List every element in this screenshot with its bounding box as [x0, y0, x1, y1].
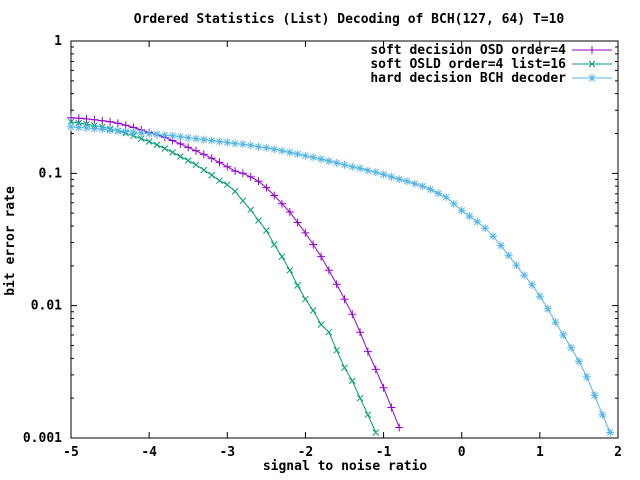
legend-label: soft OSLD order=4 list=16 [370, 57, 566, 72]
series-line [70, 121, 377, 433]
series-line [70, 126, 611, 433]
y-tick-label: 0.001 [23, 431, 62, 446]
legend-item-1: soft OSLD order=4 list=16 [370, 57, 612, 72]
series-0 [67, 113, 404, 432]
x-tick-label: -2 [298, 445, 314, 460]
plot-border [70, 40, 619, 439]
y-axis-label: bit error rate [3, 186, 18, 296]
x-tick-label: -4 [141, 445, 157, 460]
series-2 [67, 122, 615, 437]
y-tick-label: 1 [54, 34, 62, 49]
series-markers [67, 122, 615, 437]
legend-label: hard decision BCH decoder [370, 71, 566, 86]
series-markers [67, 113, 404, 432]
tick-labels: -5 -4 -3 -2 -1 0 1 2 1 0.1 0.01 0.001 [23, 34, 622, 460]
legend-item-0: soft decision OSD order=4 [370, 43, 612, 58]
x-tick-label: 1 [536, 445, 544, 460]
axes [70, 40, 619, 439]
legend-cross-icon [572, 60, 612, 68]
x-axis-label: signal to noise ratio [263, 459, 428, 474]
legend-item-2: hard decision BCH decoder [370, 71, 612, 86]
x-tick-label: -3 [219, 445, 235, 460]
x-tick-label: 0 [458, 445, 466, 460]
legend-label: soft decision OSD order=4 [370, 43, 566, 58]
legend-asterisk-icon [572, 74, 612, 82]
x-tick-label: 2 [614, 445, 622, 460]
chart-title: Ordered Statistics (List) Decoding of BC… [134, 12, 565, 27]
data-series [67, 113, 615, 437]
y-tick-label: 0.01 [31, 299, 62, 314]
x-tick-label: -1 [376, 445, 392, 460]
legend-plus-icon [572, 46, 612, 54]
x-tick-label: -5 [63, 445, 79, 460]
y-tick-label: 0.1 [39, 166, 63, 181]
